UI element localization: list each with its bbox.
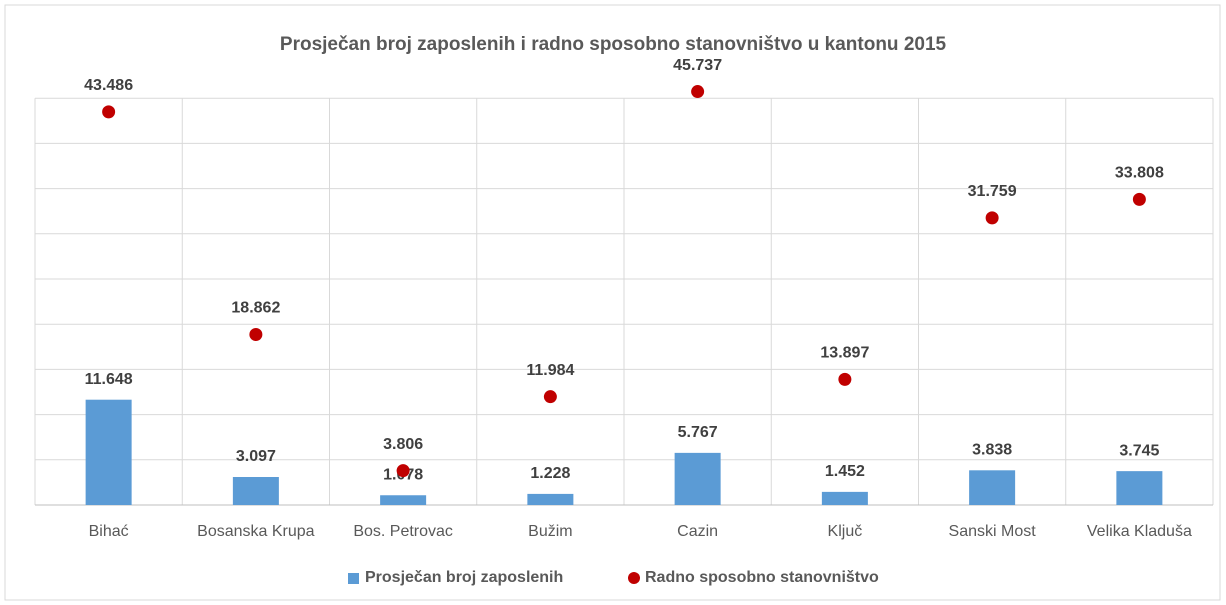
data-label: 31.759 [968,183,1017,200]
legend-swatch [628,572,640,584]
data-label: 45.737 [673,57,722,74]
point [102,105,116,119]
data-label: 1.452 [825,463,865,480]
bar [232,477,279,505]
legend-label: Radno sposobno stanovništvo [645,569,879,586]
x-tick-label: Bužim [528,523,572,540]
data-label: 11.984 [526,362,574,379]
data-label: 33.808 [1115,165,1164,182]
bar [527,493,574,505]
point [838,372,852,386]
legend-label: Prosječan broj zaposlenih [365,569,563,586]
bar [1116,471,1163,505]
x-tick-label: Sanski Most [949,523,1037,540]
point [985,211,999,225]
data-label: 11.648 [85,371,133,388]
data-label: 5.767 [678,424,718,441]
chart-title: Prosječan broj zaposlenih i radno sposob… [280,34,947,55]
bar [821,491,868,505]
x-tick-label: Cazin [677,523,718,540]
bar [85,399,132,505]
data-label: 3.838 [972,442,1012,459]
data-label: 3.097 [236,448,276,465]
x-tick-label: Bos. Petrovac [353,523,453,540]
x-tick-label: Ključ [828,523,863,540]
data-label: 43.486 [84,77,133,94]
data-label: 3.745 [1119,442,1159,459]
data-label: 3.806 [383,436,423,453]
point [543,390,557,404]
chart-frame [4,4,1221,601]
point [691,85,705,99]
data-label: 18.862 [231,300,280,317]
x-tick-label: Bihać [89,523,129,540]
legend-swatch [348,573,359,584]
data-label: 1.228 [530,465,570,482]
bar [969,470,1016,505]
bar [674,452,721,505]
point [396,464,410,478]
bar [380,495,427,505]
data-label: 13.897 [820,345,869,362]
point [249,327,263,341]
x-tick-label: Velika Kladuša [1087,523,1192,540]
point [1132,192,1146,206]
x-tick-label: Bosanska Krupa [197,523,315,540]
